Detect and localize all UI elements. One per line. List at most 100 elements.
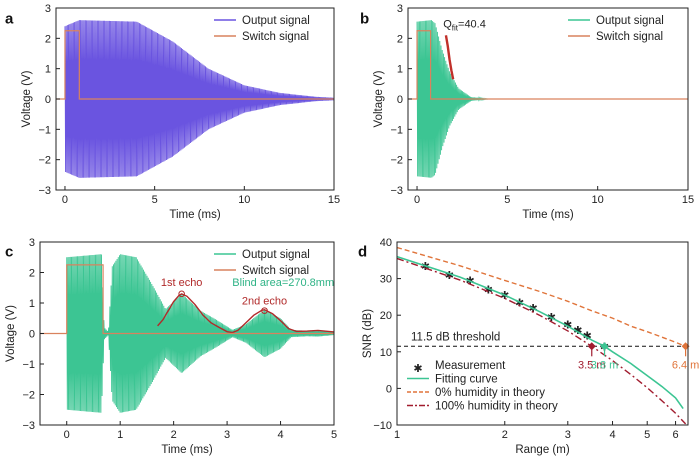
x-tick-label: 5 [504, 194, 510, 206]
y-tick-label: 0 [386, 383, 392, 395]
y-tick-label: 0 [45, 94, 51, 106]
y-tick-label: −1 [390, 124, 403, 136]
legend-label: Measurement [435, 360, 506, 372]
callout-marker [600, 342, 609, 351]
x-tick-label: 6 [672, 429, 678, 441]
x-tick-label: 0 [414, 194, 420, 206]
annotation-label: 2nd echo [242, 296, 287, 308]
axes-frame-d [396, 241, 689, 426]
y-tick-label: 40 [380, 237, 392, 249]
series-a-switch-signal [56, 30, 334, 100]
legend-label: Output signal [596, 15, 664, 27]
y-tick-label: −10 [373, 420, 392, 432]
annotation-label: Blind area=270.8mm [232, 277, 334, 289]
y-axis-label-a: Voltage (V) [21, 70, 33, 127]
series-d-0-humidity-in-theory [397, 246, 686, 347]
y-tick-label: 10 [380, 347, 392, 359]
panel-label-b: b [360, 10, 369, 27]
y-tick-label: 20 [380, 310, 392, 322]
annotation-label: 1st echo [161, 277, 203, 289]
panel-a: a 0 5 10 15 −3 −2 −1 0 1 2 3 Time (ms) Voltage (V) Out… [5, 3, 340, 221]
x-axis-label-a: Time (ms) [169, 209, 220, 221]
legend-label: Switch signal [242, 31, 309, 43]
panel-label-d: d [358, 243, 367, 260]
plot-area-c [40, 254, 334, 413]
plot-area-b [408, 20, 688, 178]
series-d-measurement-point: ✱ [515, 297, 524, 309]
callout-label: 3.5 m [578, 359, 606, 371]
y-tick-label: −2 [38, 155, 51, 167]
x-tick-label: 10 [592, 194, 604, 206]
q-fit-annotation: Qfit=40.4 [443, 19, 486, 33]
x-tick-label: 1 [394, 429, 400, 441]
y-tick-label: 0 [397, 94, 403, 106]
y-tick-label: 3 [397, 3, 403, 15]
y-tick-label: 2 [397, 33, 403, 45]
q-fit-main: Q [443, 19, 452, 31]
y-tick-label: 1 [397, 64, 403, 76]
x-tick-label: 5 [331, 429, 337, 441]
x-tick-label: 0 [62, 194, 68, 206]
y-tick-label: 3 [29, 237, 35, 249]
echo-peak-marker [261, 307, 268, 314]
y-axis-label-c: Voltage (V) [5, 305, 17, 362]
callout-label: 6.4 m [672, 359, 700, 371]
y-tick-label: −3 [38, 185, 51, 197]
panel-b: b Qfit=40.4 0 5 10 15 −3 −2 −1 0 1 2 3 Time (ms) Volta… [360, 3, 694, 221]
legend-label: Fitting curve [435, 374, 498, 386]
y-axis-label-b: Voltage (V) [373, 70, 385, 127]
y-tick-label: 2 [45, 33, 51, 45]
x-tick-label: 5 [644, 429, 650, 441]
x-tick-label: 15 [682, 194, 694, 206]
x-tick-label: 1 [117, 429, 123, 441]
x-tick-label: 3 [565, 429, 571, 441]
series-d-100-humidity-in-theory [397, 257, 687, 425]
y-tick-label: 3 [45, 3, 51, 15]
series-d-measurement-point: ✱ [573, 325, 582, 337]
threshold-label: 11.5 dB threshold [411, 331, 500, 343]
series-d-measurement-point: ✱ [583, 330, 592, 342]
y-axis-label-d: SNR (dB) [362, 309, 374, 358]
y-tick-label: 1 [29, 298, 35, 310]
echo-peak-marker [178, 290, 185, 298]
series-d-measurement-point: ✱ [484, 285, 493, 297]
series-b-switch-signal [408, 30, 688, 100]
y-tick-label: 1 [45, 64, 51, 76]
legend-label: Output signal [242, 249, 310, 261]
legend-swatch: ✱ [413, 363, 422, 375]
panel-label-c: c [5, 243, 13, 260]
series-d-measurement-point: ✱ [500, 290, 509, 302]
callout-label: 3.8 m [591, 359, 619, 371]
series-c-switch-signal [40, 264, 334, 335]
x-tick-label: 4 [609, 429, 615, 441]
y-tick-label: 30 [380, 274, 392, 286]
y-tick-label: −3 [22, 420, 35, 432]
x-tick-label: 10 [238, 194, 250, 206]
q-fit-value: =40.4 [458, 19, 486, 31]
legend-label: 100% humidity in theory [435, 401, 558, 413]
x-tick-label: 2 [171, 429, 177, 441]
y-tick-label: −1 [38, 124, 51, 136]
plot-area-a [56, 20, 334, 178]
series-d-measurement-point: ✱ [421, 261, 430, 273]
x-tick-label: 15 [328, 194, 340, 206]
legend-label: Switch signal [596, 31, 663, 43]
y-tick-label: −2 [390, 155, 403, 167]
y-tick-label: −1 [22, 359, 35, 371]
y-tick-label: −3 [390, 185, 403, 197]
x-axis-label-b: Time (ms) [522, 209, 573, 221]
x-tick-label: 4 [277, 429, 283, 441]
y-tick-label: 0 [29, 329, 35, 341]
x-tick-label: 5 [152, 194, 158, 206]
legend-label: Switch signal [242, 265, 309, 277]
x-tick-label: 3 [224, 429, 230, 441]
x-tick-label: 0 [64, 429, 70, 441]
y-tick-label: −2 [22, 390, 35, 402]
y-tick-label: 2 [29, 268, 35, 280]
panel-label-a: a [5, 10, 14, 27]
legend-label: 0% humidity in theory [435, 387, 545, 399]
panel-c: c 1st echo Blind area=270.8mm 2nd echo 0 1 2 3 4… [5, 237, 337, 456]
x-axis-label-c: Time (ms) [161, 444, 212, 456]
